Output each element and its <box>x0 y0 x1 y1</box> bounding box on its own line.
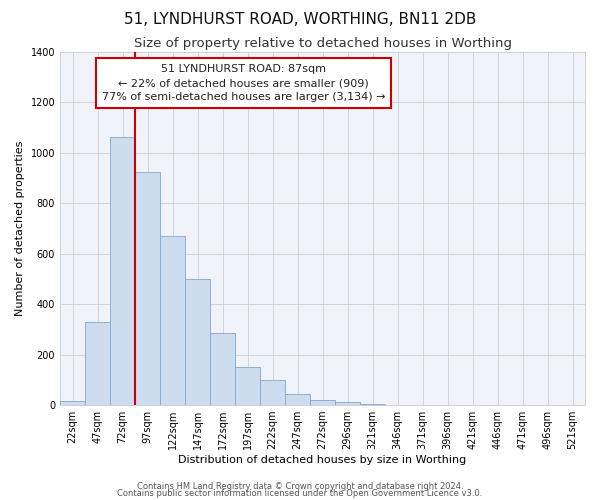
Bar <box>185 279 210 405</box>
Bar <box>210 333 235 405</box>
Bar <box>360 404 385 405</box>
Text: Contains HM Land Registry data © Crown copyright and database right 2024.: Contains HM Land Registry data © Crown c… <box>137 482 463 491</box>
Text: 51 LYNDHURST ROAD: 87sqm
← 22% of detached houses are smaller (909)
77% of semi-: 51 LYNDHURST ROAD: 87sqm ← 22% of detach… <box>102 64 386 102</box>
Y-axis label: Number of detached properties: Number of detached properties <box>15 140 25 316</box>
Bar <box>160 236 185 405</box>
Bar <box>135 172 160 405</box>
X-axis label: Distribution of detached houses by size in Worthing: Distribution of detached houses by size … <box>178 455 467 465</box>
Bar <box>260 380 285 405</box>
Text: 51, LYNDHURST ROAD, WORTHING, BN11 2DB: 51, LYNDHURST ROAD, WORTHING, BN11 2DB <box>124 12 476 28</box>
Bar <box>235 367 260 405</box>
Bar <box>60 400 85 405</box>
Bar <box>310 400 335 405</box>
Title: Size of property relative to detached houses in Worthing: Size of property relative to detached ho… <box>134 38 512 51</box>
Bar <box>285 394 310 405</box>
Bar <box>110 138 135 405</box>
Bar <box>85 322 110 405</box>
Bar <box>335 402 360 405</box>
Text: Contains public sector information licensed under the Open Government Licence v3: Contains public sector information licen… <box>118 489 482 498</box>
